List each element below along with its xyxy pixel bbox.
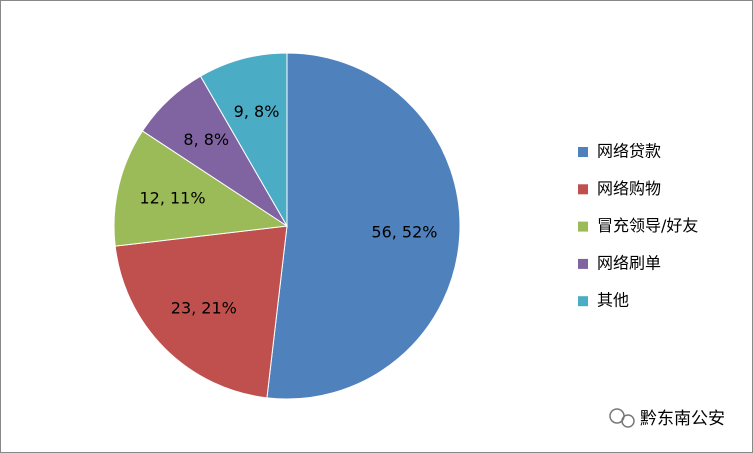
legend-label: 冒充领导/好友 bbox=[597, 216, 698, 235]
pie-slice bbox=[113, 130, 289, 247]
legend-label: 其他 bbox=[597, 291, 629, 310]
legend-label: 网络刷单 bbox=[597, 253, 661, 272]
data-label: 8, 8% bbox=[183, 130, 229, 149]
pie-slice bbox=[266, 52, 461, 400]
legend-label: 网络贷款 bbox=[597, 142, 661, 161]
legend-swatch bbox=[578, 221, 588, 232]
legend-swatch bbox=[578, 258, 588, 269]
legend-label: 网络购物 bbox=[597, 179, 661, 198]
watermark-icon bbox=[609, 408, 635, 428]
legend-swatch bbox=[578, 147, 588, 157]
data-label: 56, 52% bbox=[371, 222, 437, 241]
legend-swatch bbox=[578, 184, 588, 195]
watermark: 黔东南公安 bbox=[640, 409, 725, 429]
data-label: 12, 11% bbox=[139, 188, 205, 207]
data-label: 23, 21% bbox=[171, 299, 237, 318]
pie-slice bbox=[199, 52, 288, 228]
pie-slice bbox=[114, 225, 288, 399]
legend-swatch bbox=[578, 296, 588, 307]
data-label: 9, 8% bbox=[234, 102, 280, 121]
